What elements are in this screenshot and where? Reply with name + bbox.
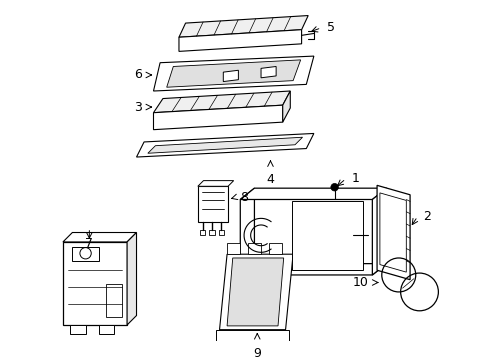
Polygon shape: [179, 15, 308, 37]
Text: 3: 3: [134, 100, 142, 113]
Polygon shape: [227, 243, 240, 254]
Text: 6: 6: [134, 68, 142, 81]
Text: 5: 5: [327, 21, 335, 34]
Polygon shape: [216, 330, 289, 341]
Polygon shape: [269, 243, 282, 254]
Text: 7: 7: [85, 237, 94, 250]
Text: 1: 1: [352, 172, 360, 185]
Polygon shape: [127, 233, 137, 325]
Text: 8: 8: [240, 191, 248, 204]
Polygon shape: [71, 325, 86, 334]
Polygon shape: [223, 70, 239, 82]
Polygon shape: [137, 134, 314, 157]
Polygon shape: [380, 193, 406, 272]
Polygon shape: [240, 188, 387, 199]
Text: 2: 2: [423, 210, 431, 223]
Polygon shape: [153, 91, 290, 113]
Polygon shape: [292, 201, 363, 270]
Polygon shape: [372, 188, 387, 275]
Polygon shape: [106, 284, 122, 318]
Polygon shape: [209, 230, 215, 235]
Polygon shape: [248, 243, 261, 254]
Polygon shape: [179, 30, 302, 51]
Polygon shape: [153, 56, 314, 91]
Polygon shape: [377, 185, 410, 280]
Polygon shape: [153, 105, 283, 130]
Polygon shape: [63, 233, 137, 242]
Polygon shape: [63, 242, 127, 325]
Text: 10: 10: [353, 276, 368, 289]
Polygon shape: [198, 186, 228, 222]
Polygon shape: [219, 230, 224, 235]
Polygon shape: [167, 60, 301, 87]
Polygon shape: [227, 258, 284, 326]
Polygon shape: [240, 188, 254, 275]
Polygon shape: [73, 247, 99, 261]
Polygon shape: [148, 137, 302, 153]
Text: 4: 4: [267, 173, 274, 186]
Polygon shape: [240, 264, 387, 275]
Polygon shape: [200, 230, 205, 235]
Polygon shape: [220, 254, 293, 330]
Polygon shape: [283, 91, 290, 122]
Circle shape: [331, 184, 339, 191]
Polygon shape: [99, 325, 114, 334]
Text: 9: 9: [253, 347, 261, 360]
Polygon shape: [261, 67, 276, 78]
Polygon shape: [198, 181, 234, 186]
